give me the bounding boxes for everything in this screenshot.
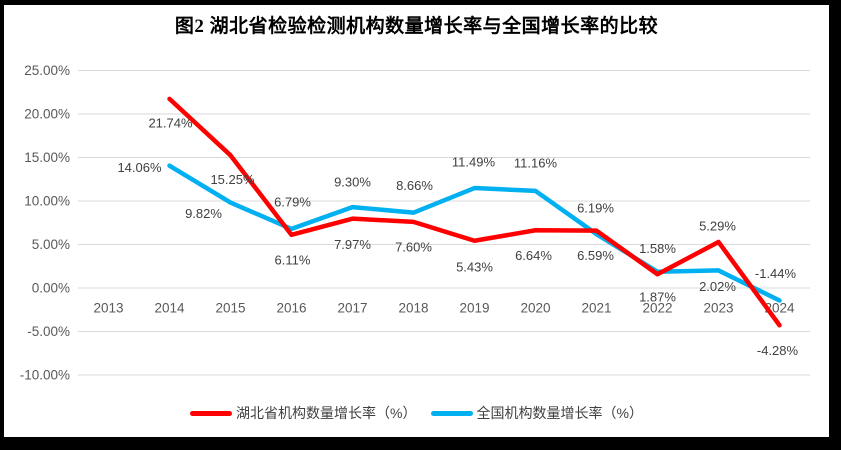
x-axis-year-label: 2018 [398, 301, 428, 316]
national-data-label: 14.06% [117, 160, 162, 175]
x-axis-year-label: 2013 [93, 301, 123, 316]
legend-label-hubei: 湖北省机构数量增长率（%） [236, 405, 417, 421]
hubei-data-label: 7.60% [395, 239, 432, 254]
hubei-data-label: 6.11% [275, 252, 311, 267]
legend-label-national: 全国机构数量增长率（%） [476, 405, 643, 421]
national-data-label: 9.30% [334, 175, 371, 190]
x-axis-year-label: 2014 [154, 301, 185, 316]
y-axis-tick-label: 10.00% [24, 194, 70, 209]
hubei-series-line [167, 96, 782, 328]
x-axis-year-label: 2017 [337, 301, 367, 316]
national-data-label: 11.49% [452, 155, 496, 170]
national-data-label: 6.19% [577, 201, 614, 216]
y-axis-tick-label: -10.00% [20, 368, 70, 383]
x-axis-year-label: 2019 [459, 301, 489, 316]
national-data-label: -1.44% [755, 266, 797, 281]
y-axis-tick-label: 25.00% [24, 63, 70, 78]
y-axis-tick-label: 0.00% [32, 281, 70, 296]
national-series-line [167, 163, 782, 303]
national-data-label: 1.87% [639, 289, 676, 304]
national-data-label: 6.79% [274, 194, 311, 209]
x-axis-year-label: 2022 [642, 301, 672, 316]
y-axis-tick-label: -5.00% [27, 324, 70, 339]
national-data-label: 11.16% [514, 155, 558, 170]
hubei-data-label: 21.74% [148, 115, 193, 130]
hubei-data-label: 5.29% [699, 219, 736, 234]
legend: 湖北省机构数量增长率（%） 全国机构数量增长率（%） [4, 399, 829, 427]
hubei-data-label: 6.64% [515, 248, 552, 263]
legend-item-national: 全国机构数量增长率（%） [430, 403, 643, 423]
x-axis-year-label: 2016 [276, 301, 306, 316]
national-data-label: 8.66% [396, 178, 433, 193]
y-axis-tick-label: 5.00% [32, 237, 70, 252]
x-axis-year-label: 2020 [520, 301, 550, 316]
national-data-label: 9.82% [185, 206, 222, 221]
national-line-swatch [430, 410, 473, 416]
x-axis-year-label: 2021 [581, 301, 611, 316]
y-axis-tick-label: 15.00% [24, 150, 70, 165]
chart-title: 图2 湖北省检验检测机构数量增长率与全国增长率的比较 [174, 16, 659, 37]
x-axis-year-label: 2015 [215, 301, 245, 316]
line-chart-canvas: 25.00% 20.00% 15.00% 10.00% 5.00% 0.00% -5.00%… [20, 63, 810, 383]
legend-item-hubei: 湖北省机构数量增长率（%） [190, 403, 417, 423]
hubei-data-label: 5.43% [456, 259, 493, 274]
hubei-line-swatch [190, 410, 233, 416]
hubei-data-label: 1.58% [639, 241, 676, 256]
y-axis-tick-label: 20.00% [24, 107, 70, 122]
hubei-data-label: 15.25% [210, 172, 255, 187]
hubei-data-label: 6.59% [577, 248, 614, 263]
x-axis-year-label: 2023 [703, 301, 733, 316]
hubei-data-label: 7.97% [334, 237, 371, 252]
national-data-label: 2.02% [699, 279, 736, 294]
hubei-data-label: -4.28% [757, 343, 799, 358]
